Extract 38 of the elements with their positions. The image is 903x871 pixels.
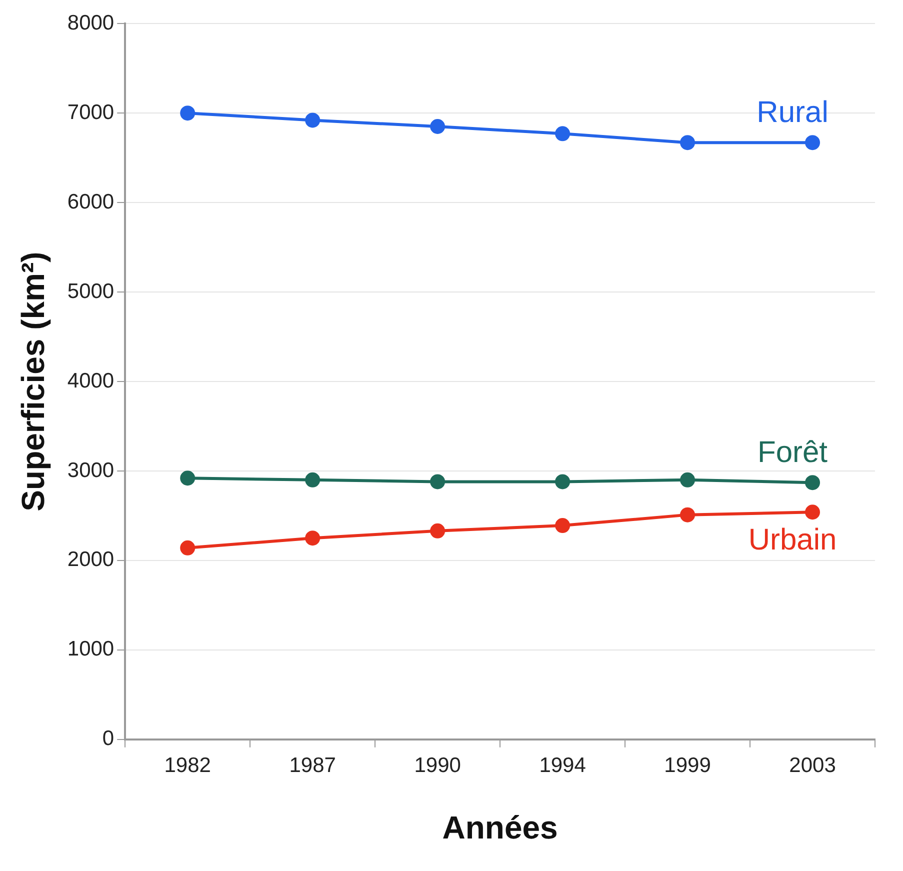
point <box>805 475 820 490</box>
point <box>805 135 820 150</box>
point <box>305 472 320 488</box>
point <box>430 523 446 538</box>
point <box>555 518 570 534</box>
y-tick-label: 4000 <box>67 369 114 392</box>
x-axis-title: Années <box>442 810 558 846</box>
point <box>805 504 820 520</box>
x-tick-label: 1994 <box>539 754 586 777</box>
point <box>305 112 320 128</box>
point <box>430 474 446 490</box>
x-tick-label: 1999 <box>664 754 711 777</box>
y-tick-label: 3000 <box>67 458 114 482</box>
x-tick-label: 2003 <box>789 754 836 777</box>
x-tick-label: 1987 <box>289 754 336 777</box>
y-tick-label: 2000 <box>67 548 114 572</box>
point <box>430 118 446 134</box>
point <box>680 507 696 522</box>
y-tick-label: 1000 <box>67 638 114 661</box>
y-tick-label: 7000 <box>67 100 114 124</box>
y-axis-title: Superficies (km²) <box>15 252 52 512</box>
x-tick-label: 1982 <box>164 754 211 777</box>
y-tick-label: 6000 <box>67 190 114 214</box>
point <box>680 472 696 488</box>
y-tick-label: 5000 <box>67 280 114 303</box>
series-label: Rural <box>756 96 828 129</box>
point <box>180 106 196 121</box>
point <box>680 135 696 150</box>
point <box>555 474 570 490</box>
point <box>555 126 570 142</box>
y-tick-label: 8000 <box>67 11 114 34</box>
series-label: Forêt <box>757 436 828 469</box>
point <box>180 470 196 486</box>
point <box>180 540 196 556</box>
point <box>305 530 320 546</box>
series-label: Urbain <box>748 523 837 556</box>
y-tick-label: 0 <box>102 727 114 750</box>
x-tick-label: 1990 <box>414 754 461 777</box>
